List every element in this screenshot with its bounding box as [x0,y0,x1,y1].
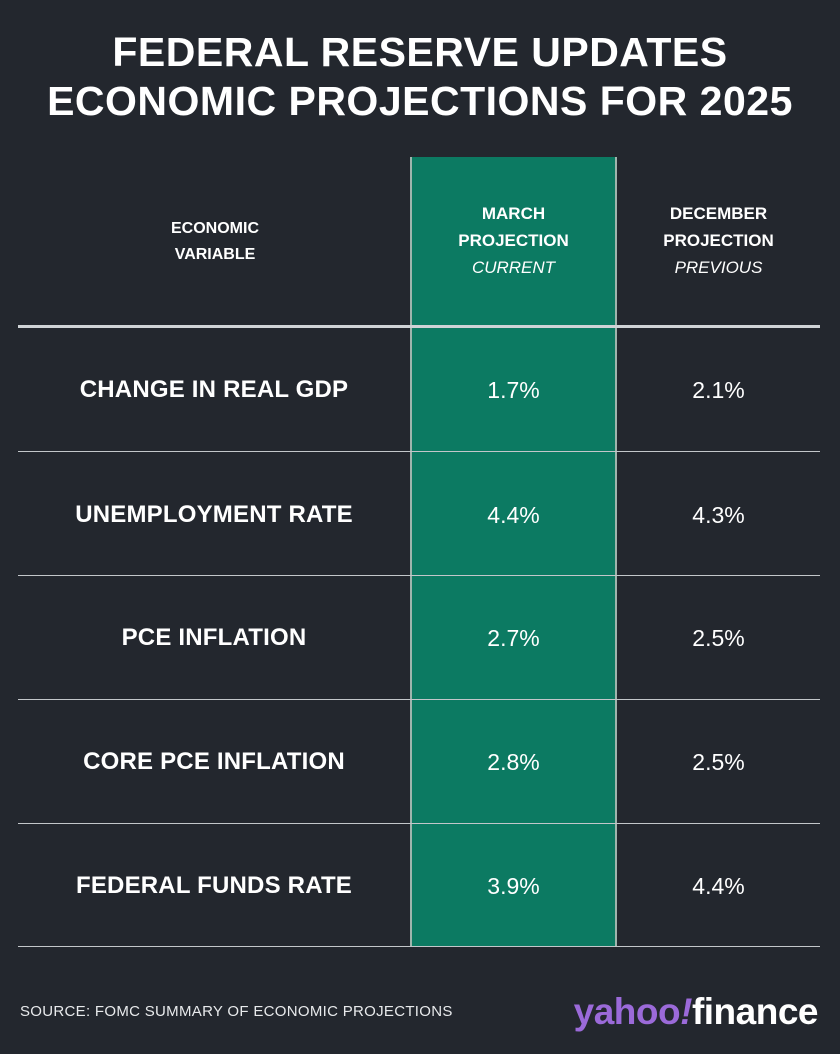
logo-exclamation: ! [680,991,692,1032]
row-value-december-federal-funds-rate: 4.4% [692,873,745,899]
row-label-real-gdp: CHANGE IN REAL GDP [79,376,349,403]
row-value-march-core-pce-inflation: 2.8% [487,749,540,775]
header-variable-line1: ECONOMIC [171,220,259,237]
header-march-line2: PROJECTION [458,231,569,250]
logo-finance-text: finance [691,991,819,1032]
row-label-core-pce-inflation: CORE PCE INFLATION [83,748,345,775]
row-divider [18,451,820,452]
row-value-december-core-pce-inflation: 2.5% [692,749,745,775]
title-line-2: ECONOMIC PROJECTIONS FOR 2025 [47,78,793,124]
source-note: SOURCE: FOMC SUMMARY OF ECONOMIC PROJECT… [20,1003,453,1020]
row-label-unemployment: UNEMPLOYMENT RATE [75,501,353,528]
header-economic-variable: ECONOMIC VARIABLE [100,216,330,268]
title-line-1: FEDERAL RESERVE UPDATES [112,29,728,75]
header-december-projection: DECEMBER PROJECTION PREVIOUS [617,200,820,281]
header-december-line2: PROJECTION [663,231,774,250]
march-column-highlight [410,157,617,947]
row-value-march-federal-funds-rate: 3.9% [487,873,540,899]
row-divider [18,575,820,576]
yahoo-finance-logo: yahoo!finance [573,990,819,1034]
row-value-march-pce-inflation: 2.7% [487,625,540,651]
table-bottom-rule [18,946,820,947]
row-value-december-pce-inflation: 2.5% [692,625,745,651]
row-value-december-unemployment: 4.3% [692,502,745,528]
header-march-line1: MARCH [481,204,546,223]
row-value-december-real-gdp: 2.1% [692,377,745,403]
row-value-march-real-gdp: 1.7% [487,377,540,403]
row-label-pce-inflation: PCE INFLATION [121,624,307,651]
header-december-sub: PREVIOUS [674,258,763,277]
row-divider [18,823,820,824]
row-label-federal-funds-rate: FEDERAL FUNDS RATE [75,872,353,899]
logo-yahoo-text: yahoo [573,991,681,1032]
header-divider [18,325,820,328]
header-march-projection: MARCH PROJECTION CURRENT [412,200,615,281]
row-divider [18,699,820,700]
header-variable-line2: VARIABLE [174,246,256,263]
header-march-sub: CURRENT [471,258,556,277]
page-title: FEDERAL RESERVE UPDATES ECONOMIC PROJECT… [0,28,840,126]
header-december-line1: DECEMBER [669,204,768,223]
row-value-march-unemployment: 4.4% [487,502,540,528]
